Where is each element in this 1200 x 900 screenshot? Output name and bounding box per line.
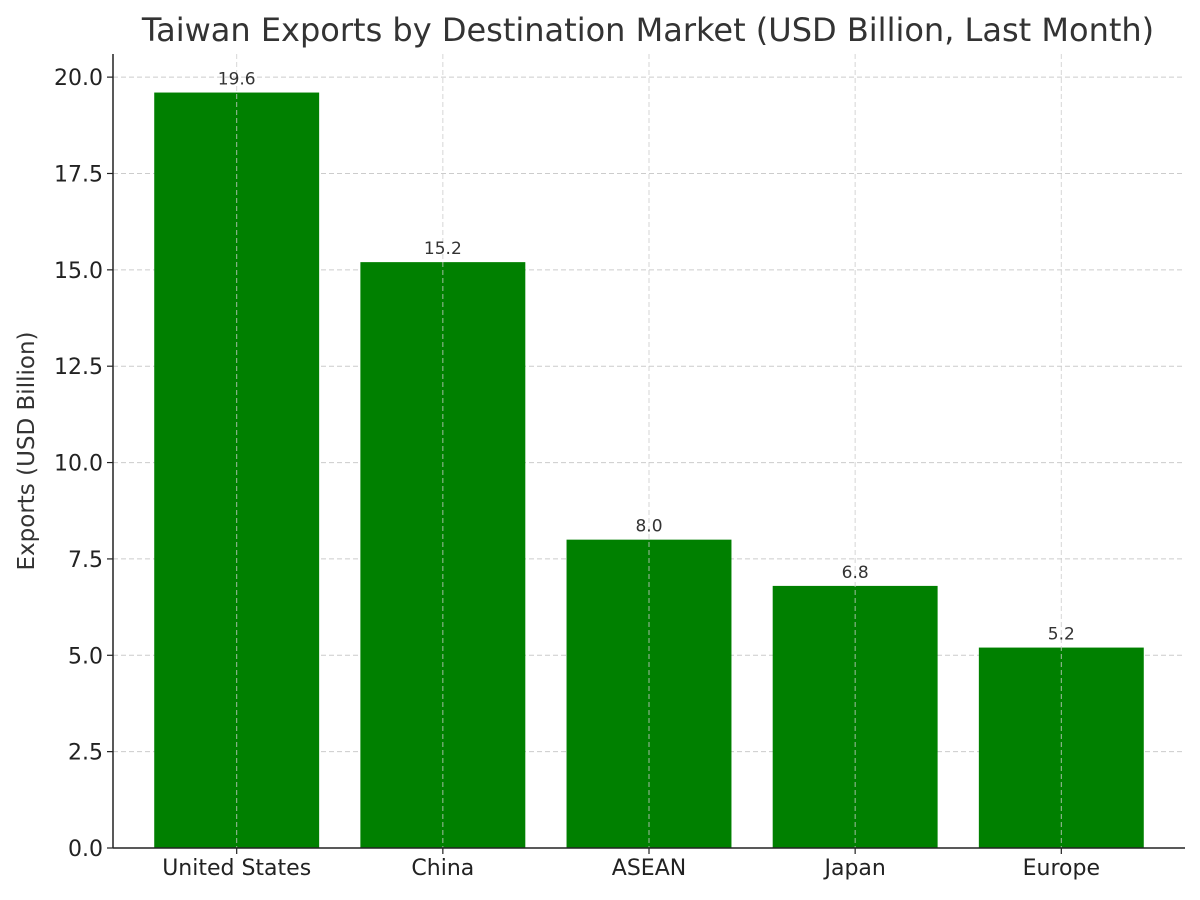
data-label: 15.2: [424, 239, 462, 259]
data-label: 6.8: [842, 563, 869, 583]
bar-japan: [772, 585, 938, 848]
y-tick-label: 15.0: [54, 259, 103, 284]
y-tick-label: 2.5: [68, 741, 103, 766]
x-tick-label: ASEAN: [612, 856, 686, 881]
data-labels: 19.6 15.2 8.0 6.8 5.2: [218, 70, 1075, 645]
data-label: 19.6: [218, 70, 256, 90]
data-label: 5.2: [1048, 625, 1075, 645]
x-tick-label: China: [411, 856, 474, 881]
y-axis-label: Exports (USD Billion): [14, 332, 40, 571]
data-label: 8.0: [635, 517, 662, 537]
y-tick-label: 10.0: [54, 452, 103, 477]
x-tick-label: Japan: [822, 856, 885, 881]
y-tick-label: 12.5: [54, 355, 103, 380]
chart-title: Taiwan Exports by Destination Market (US…: [141, 11, 1154, 49]
y-tick-label: 7.5: [68, 548, 103, 573]
y-tick-label: 17.5: [54, 162, 103, 187]
y-ticks: 0.0 2.5 5.0 7.5 10.0 12.5 15.0 17.5 20.0: [54, 66, 113, 862]
vertical-gridlines: [236, 54, 1062, 848]
y-tick-label: 5.0: [68, 644, 103, 669]
x-tick-label: United States: [162, 856, 311, 881]
y-tick-label: 0.0: [68, 837, 103, 862]
x-tick-label: Europe: [1023, 856, 1100, 881]
x-ticks: United States China ASEAN Japan Europe: [162, 848, 1100, 881]
y-tick-label: 20.0: [54, 66, 103, 91]
